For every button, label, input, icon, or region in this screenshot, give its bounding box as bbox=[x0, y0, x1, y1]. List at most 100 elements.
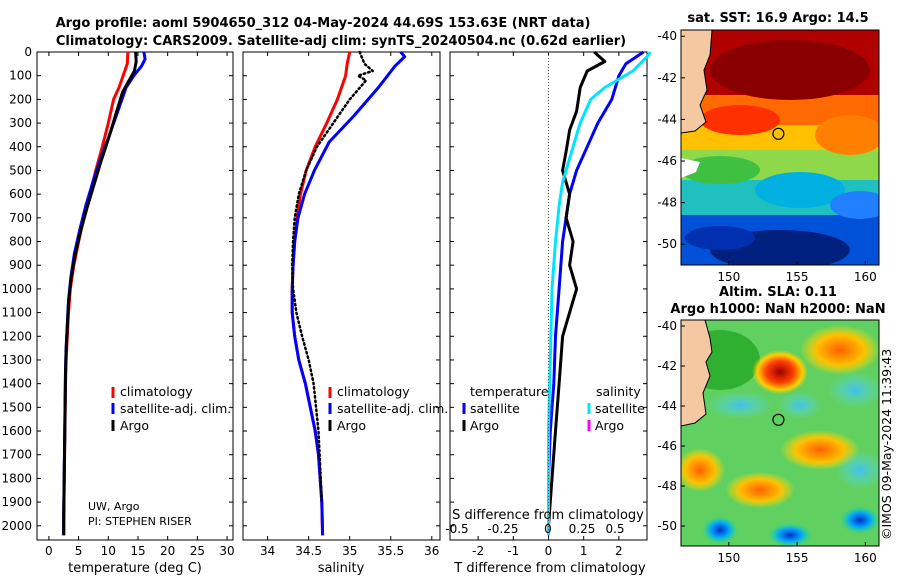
pressure-tick-label: 600 bbox=[9, 187, 32, 201]
x-tick-label: 30 bbox=[219, 544, 234, 558]
legend-label-temp-argo: Argo bbox=[470, 418, 499, 433]
x2-tick: 0.5 bbox=[605, 522, 624, 536]
pressure-tick-label: 200 bbox=[9, 92, 32, 106]
x2-tick: 0 bbox=[544, 522, 552, 536]
x-tick-label: 20 bbox=[160, 544, 175, 558]
x-tick-label: 10 bbox=[101, 544, 116, 558]
salinity-legend: climatology satellite-adj. clim. Argo bbox=[328, 384, 448, 433]
pressure-tick-label: 1800 bbox=[1, 471, 32, 485]
temperature-xlabel: temperature (deg C) bbox=[68, 561, 202, 576]
sla-map-image bbox=[681, 320, 879, 546]
sst-map-axes: 150 155 160 -40 -42 -44 -46 -48 -50 bbox=[657, 29, 876, 284]
map-y-tick-label: -42 bbox=[657, 71, 677, 85]
sst-argo-location-marker bbox=[772, 127, 785, 140]
difference-legend: temperature satellite Argo salinity sate… bbox=[462, 384, 645, 433]
figure-title-line1: Argo profile: aoml 5904650_312 04-May-20… bbox=[56, 16, 591, 31]
pressure-tick-label: 0 bbox=[24, 45, 32, 59]
sla-map-axes: 150 155 160 -40 -42 -44 -46 -48 -50 bbox=[657, 319, 876, 565]
series-line-argo bbox=[290, 50, 374, 504]
map-y-tick-label: -42 bbox=[657, 359, 677, 373]
map-y-tick-label: -44 bbox=[657, 399, 677, 413]
pressure-tick-label: 1700 bbox=[1, 448, 32, 462]
pressure-tick-label: 1900 bbox=[1, 495, 32, 509]
sla-map-title: Altim. SLA: 0.11 bbox=[719, 285, 837, 300]
map-y-tick-label: -50 bbox=[657, 237, 677, 251]
x-tick-label: 25 bbox=[190, 544, 205, 558]
sla-map-frame bbox=[680, 319, 880, 547]
pressure-tick-label: 500 bbox=[9, 163, 32, 177]
map-x-tick-label: 150 bbox=[717, 270, 740, 284]
map-y-tick-label: -40 bbox=[657, 319, 677, 333]
series-line-salinity-satellite bbox=[547, 51, 652, 536]
temperature-legend: climatology satellite-adj. clim. Argo bbox=[111, 384, 231, 433]
sla-argo-location-marker bbox=[772, 413, 785, 426]
pressure-tick-label: 1400 bbox=[1, 377, 32, 391]
credit-line2: PI: STEPHEN RISER bbox=[88, 515, 192, 528]
difference-x2-ticks: -0.5 -0.25 0 0.25 0.5 bbox=[445, 522, 624, 536]
map-x-tick-label: 155 bbox=[786, 270, 809, 284]
sst-map-frame bbox=[680, 29, 880, 266]
map-y-tick-label: -46 bbox=[657, 154, 677, 168]
x-tick-label: 35 bbox=[342, 544, 357, 558]
pressure-tick-label: 700 bbox=[9, 211, 32, 225]
pressure-tick-label: 1500 bbox=[1, 400, 32, 414]
pressure-tick-label: 1300 bbox=[1, 353, 32, 367]
legend-header-temperature: temperature bbox=[470, 384, 549, 399]
pressure-tick-label: 300 bbox=[9, 116, 32, 130]
pressure-tick-label: 900 bbox=[9, 258, 32, 272]
x-tick-label: 5 bbox=[75, 544, 83, 558]
x-tick-label: 15 bbox=[130, 544, 145, 558]
map-y-tick-label: -46 bbox=[657, 439, 677, 453]
x-tick-label: 34.5 bbox=[295, 544, 322, 558]
pressure-tick-label: 1000 bbox=[1, 282, 32, 296]
pressure-tick-label: 1600 bbox=[1, 424, 32, 438]
series-line-argo bbox=[62, 51, 138, 536]
map-x-tick-label: 150 bbox=[717, 551, 740, 565]
x-tick-label: 2 bbox=[615, 544, 623, 558]
salinity-xlabel: salinity bbox=[318, 561, 365, 576]
x-tick-label: -2 bbox=[472, 544, 484, 558]
x-tick-label: 0 bbox=[45, 544, 53, 558]
sla-map-subtitle: Argo h1000: NaN h2000: NaN bbox=[670, 302, 885, 317]
legend-label-sal-satellite: satellite bbox=[595, 401, 645, 416]
map-y-tick-label: -50 bbox=[657, 519, 677, 533]
x-tick-label: -1 bbox=[507, 544, 519, 558]
legend-label-satellite: satellite-adj. clim. bbox=[337, 401, 448, 416]
pressure-tick-label: 800 bbox=[9, 235, 32, 249]
credit-line1: UW, Argo bbox=[88, 500, 140, 513]
map-y-tick-label: -48 bbox=[657, 479, 677, 493]
sst-map-title: sat. SST: 16.9 Argo: 14.5 bbox=[687, 11, 868, 26]
salinity-plot: 34 34.5 35 35.5 36 bbox=[260, 50, 439, 558]
map-x-tick-label: 160 bbox=[854, 551, 877, 565]
x-tick-label: 36 bbox=[424, 544, 439, 558]
x-tick-label: 34 bbox=[260, 544, 275, 558]
legend-label-climatology: climatology bbox=[337, 384, 410, 399]
map-x-tick-label: 155 bbox=[786, 551, 809, 565]
figure-title-line2: Climatology: CARS2009. Satellite-adj cli… bbox=[56, 34, 626, 49]
temperature-axes bbox=[36, 51, 234, 541]
legend-label-temp-satellite: satellite bbox=[470, 401, 520, 416]
series-line-temperature-argo bbox=[547, 50, 607, 526]
difference-xlabel: T difference from climatology bbox=[453, 561, 646, 576]
x2-tick: -0.25 bbox=[487, 522, 518, 536]
difference-plot: -2 -1 0 1 2 bbox=[472, 50, 652, 558]
difference-x2label: S difference from climatology bbox=[452, 508, 644, 523]
map-y-tick-label: -40 bbox=[657, 29, 677, 43]
map-x-tick-label: 160 bbox=[854, 270, 877, 284]
pressure-axis: 0 100 200 300 400 500 600 700 800 900 1000 1100 1200… bbox=[1, 45, 647, 533]
x-tick-label: 0 bbox=[545, 544, 553, 558]
legend-header-salinity: salinity bbox=[596, 384, 641, 399]
pressure-tick-label: 1200 bbox=[1, 329, 32, 343]
pressure-tick-label: 2000 bbox=[1, 519, 32, 533]
sst-map-image bbox=[681, 30, 879, 265]
map-y-tick-label: -44 bbox=[657, 112, 677, 126]
x-tick-label: 1 bbox=[580, 544, 588, 558]
pressure-tick-label: 400 bbox=[9, 140, 32, 154]
salinity-axes bbox=[242, 51, 441, 541]
pressure-tick-label: 1100 bbox=[1, 306, 32, 320]
legend-label-argo: Argo bbox=[120, 418, 149, 433]
legend-label-sal-argo: Argo bbox=[595, 418, 624, 433]
imos-watermark: ©IMOS 09-May-2024 11:39:43 bbox=[879, 349, 894, 540]
map-y-tick-label: -48 bbox=[657, 196, 677, 210]
